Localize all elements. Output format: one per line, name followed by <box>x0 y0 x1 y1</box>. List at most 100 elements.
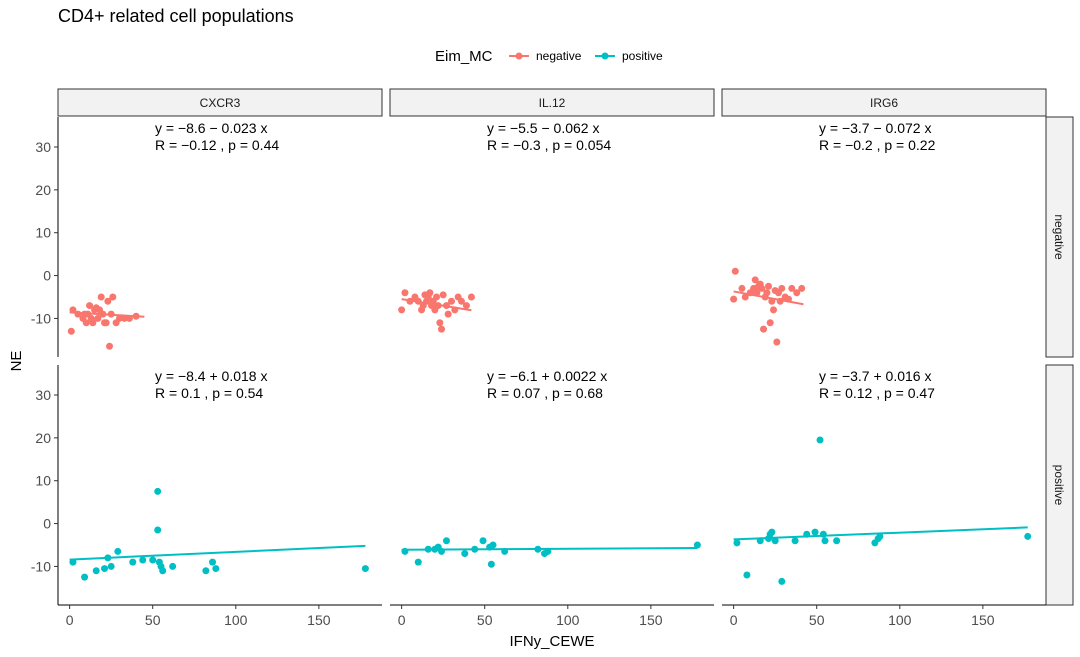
data-point <box>760 325 768 333</box>
data-point <box>361 565 369 573</box>
data-point <box>104 297 112 305</box>
data-point <box>438 325 446 333</box>
regression-equation: y = −3.7 + 0.016 x <box>819 368 931 384</box>
data-point <box>876 532 884 540</box>
data-point <box>788 284 796 292</box>
x-tick-label: 100 <box>224 612 248 628</box>
data-point <box>816 436 824 444</box>
x-tick-label: 150 <box>307 612 331 628</box>
data-point <box>92 567 100 575</box>
data-point <box>104 554 112 562</box>
column-strip-label: CXCR3 <box>200 96 241 110</box>
data-point <box>462 302 470 310</box>
correlation-stats: R = 0.12 , p = 0.47 <box>819 385 935 401</box>
correlation-stats: R = 0.1 , p = 0.54 <box>155 385 263 401</box>
x-tick-label: 0 <box>730 612 738 628</box>
data-point <box>768 297 776 305</box>
y-tick-label: 10 <box>35 225 51 241</box>
data-point <box>212 565 220 573</box>
legend-label-positive: positive <box>622 49 663 63</box>
panel-frames <box>57 117 1046 606</box>
data-point <box>467 293 475 301</box>
data-point <box>69 558 77 566</box>
data-point <box>1024 532 1032 540</box>
panel-positive-irg6: y = −3.7 + 0.016 xR = 0.12 , p = 0.47 <box>733 368 1032 585</box>
data-point <box>139 556 147 564</box>
data-point <box>778 284 786 292</box>
data-point <box>751 276 759 284</box>
column-strip-irg6: IRG6 <box>721 88 1047 117</box>
data-point <box>821 537 829 545</box>
x-tick-label: 150 <box>971 612 995 628</box>
data-point <box>81 573 89 581</box>
y-axis-title: NE <box>8 351 25 372</box>
data-point <box>120 314 128 322</box>
data-point <box>439 291 447 299</box>
data-point <box>107 562 115 570</box>
regression-equation: y = −8.4 + 0.018 x <box>155 368 267 384</box>
x-tick-label: 150 <box>639 612 663 628</box>
data-point <box>784 295 792 303</box>
column-strip-cxcr3: CXCR3 <box>57 88 383 117</box>
data-point <box>763 289 771 297</box>
row-strip-label: positive <box>1052 465 1066 506</box>
data-point <box>82 319 90 327</box>
data-point <box>414 558 422 566</box>
data-point <box>102 319 110 327</box>
data-point <box>489 541 497 549</box>
correlation-stats: R = 0.07 , p = 0.68 <box>487 385 603 401</box>
data-point <box>114 547 122 555</box>
data-point <box>426 289 434 297</box>
data-point <box>771 537 779 545</box>
legend: Eim_MC negative positive <box>435 48 663 65</box>
data-point <box>791 537 799 545</box>
y-tick-label: 20 <box>35 430 51 446</box>
data-point <box>833 537 841 545</box>
data-point <box>731 267 739 275</box>
data-point <box>756 537 764 545</box>
data-point <box>125 314 133 322</box>
data-point <box>132 312 140 320</box>
correlation-stats: R = −0.2 , p = 0.22 <box>819 137 936 153</box>
data-point <box>109 293 117 301</box>
data-point <box>154 487 162 495</box>
data-point <box>202 567 210 575</box>
data-point <box>798 284 806 292</box>
x-tick-label: 100 <box>556 612 580 628</box>
data-point <box>436 319 444 327</box>
regression-line <box>69 544 366 561</box>
panel-negative-cxcr3: y = −8.6 − 0.023 xR = −0.12 , p = 0.44 <box>67 120 279 350</box>
y-tick-label: 30 <box>35 139 51 155</box>
y-tick-label: 0 <box>43 268 51 284</box>
column-strip-label: IRG6 <box>870 96 898 110</box>
data-point <box>501 547 509 555</box>
x-tick-label: 0 <box>398 612 406 628</box>
data-point <box>414 297 422 305</box>
data-point <box>461 550 469 558</box>
data-point <box>99 310 107 318</box>
data-point <box>401 547 409 555</box>
data-point <box>129 558 137 566</box>
regression-equation: y = −3.7 − 0.072 x <box>819 120 931 136</box>
axis-ticks: -10 -10 0 0 10 10 20 20 30 30 0 0 0 50 50 50 100 100 100 15… <box>31 139 995 628</box>
data-point <box>159 567 167 575</box>
x-tick-label: 0 <box>66 612 74 628</box>
data-point <box>424 545 432 553</box>
panel-negative-irg6: y = −3.7 − 0.072 xR = −0.2 , p = 0.22 <box>730 120 936 346</box>
y-tick-label: 30 <box>35 387 51 403</box>
data-point <box>94 314 102 322</box>
row-strip-label: negative <box>1052 214 1066 260</box>
data-point <box>738 284 746 292</box>
data-point <box>753 289 761 297</box>
data-point <box>89 319 97 327</box>
correlation-stats: R = −0.12 , p = 0.44 <box>155 137 279 153</box>
data-point <box>101 565 109 573</box>
data-point <box>67 327 75 335</box>
row-strip-positive: positive <box>1045 364 1074 606</box>
data-point <box>457 297 465 305</box>
data-point <box>758 284 766 292</box>
correlation-stats: R = −0.3 , p = 0.054 <box>487 137 611 153</box>
data-point <box>811 528 819 536</box>
data-point <box>401 289 409 297</box>
data-point <box>433 293 441 301</box>
